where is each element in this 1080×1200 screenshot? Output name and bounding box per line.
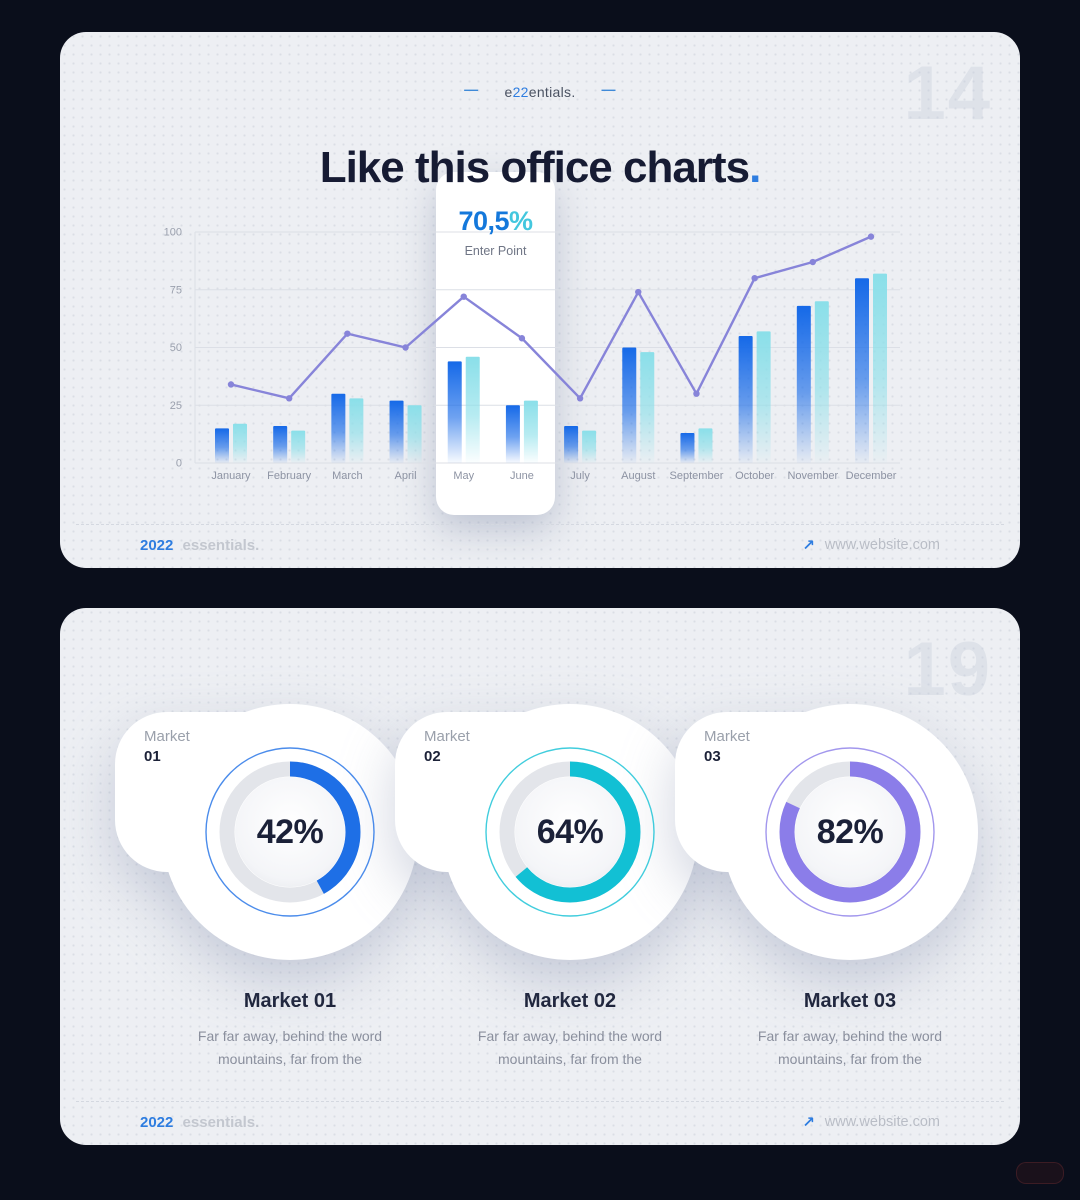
market-label: Market 03 [704,728,750,766]
highlight-callout-panel [436,172,555,515]
brand-suffix: entials. [528,84,576,100]
market-title: Market 01 [243,990,337,1012]
website-link[interactable]: ↗ www.website.com [802,1113,940,1131]
svg-text:October: October [735,470,774,482]
markets-row: Market 01 42% Market 01 Far far away, be… [115,682,990,1071]
page-title: Like this office charts. [319,143,762,193]
market-title: Market 02 [523,990,617,1012]
market-label: Market 02 [424,728,470,766]
market-description: Far far away, behind the word mountains,… [757,1028,943,1068]
slide-market-donuts: 19 Market 01 42% Market 01 Far far away,… [60,608,1020,1145]
svg-text:September: September [670,470,724,482]
market-column-1: Market 01 42% Market 01 Far far away, be… [115,682,430,1071]
footer-brand-name: essentials. [182,1113,260,1131]
website-link[interactable]: ↗ www.website.com [802,536,940,554]
market-column-3: Market 03 82% Market 03 Far far away, be… [675,682,990,1071]
slide-footer: 2022 essentials. ↗ www.website.com [76,524,1004,554]
brand-highlight: 22 [512,84,529,100]
footer-year: 2022 [140,536,174,554]
market-card: Market 03 82% [675,682,990,982]
market-description: Far far away, behind the word mountains,… [477,1028,663,1068]
svg-text:25: 25 [170,400,182,412]
footer-brand-name: essentials. [182,536,260,554]
svg-text:0: 0 [176,458,182,470]
market-title: Market 03 [803,990,897,1012]
website-url[interactable]: www.website.com [824,1114,940,1130]
arrow-up-right-icon[interactable]: ↗ [802,537,815,554]
donut-percent: 42% [256,812,324,851]
donut-chart-market-03 [765,747,935,917]
svg-text:April: April [395,470,417,482]
page-number-watermark: 14 [903,51,992,136]
website-url[interactable]: www.website.com [824,537,940,553]
brand-prefix: e [504,84,513,100]
brand-dash-right: — [601,81,616,97]
footer-brand: 2022 essentials. [140,537,259,554]
svg-text:November: November [787,470,838,482]
donut-percent: 64% [536,812,604,851]
slide-office-charts: 14 — e22entials. — Like this office charts… [60,32,1020,568]
page-number-watermark: 19 [903,627,992,712]
market-label: Market 01 [144,728,190,766]
brand-dash-left: — [464,81,479,97]
photo-watermark [1016,1162,1064,1184]
market-card: Market 01 42% [115,682,430,982]
footer-year: 2022 [140,1113,174,1131]
svg-text:75: 75 [170,284,182,296]
brand-line: — e22entials. — [60,81,1020,100]
donut-percent: 82% [816,812,884,851]
svg-text:March: March [332,470,363,482]
svg-text:July: July [570,470,590,482]
svg-text:50: 50 [170,342,182,354]
svg-text:August: August [621,470,655,482]
donut-chart-market-01 [205,747,375,917]
market-card: Market 02 64% [395,682,710,982]
arrow-up-right-icon[interactable]: ↗ [802,1114,815,1131]
slide-footer: 2022 essentials. ↗ www.website.com [76,1101,1004,1131]
title-period: . [749,143,761,193]
footer-brand: 2022 essentials. [140,1114,259,1131]
svg-text:January: January [211,470,251,482]
svg-text:February: February [267,470,312,482]
market-description: Far far away, behind the word mountains,… [197,1028,383,1068]
svg-text:100: 100 [164,227,182,239]
donut-chart-market-02 [485,747,655,917]
svg-text:December: December [846,470,897,482]
market-column-2: Market 02 64% Market 02 Far far away, be… [395,682,710,1071]
